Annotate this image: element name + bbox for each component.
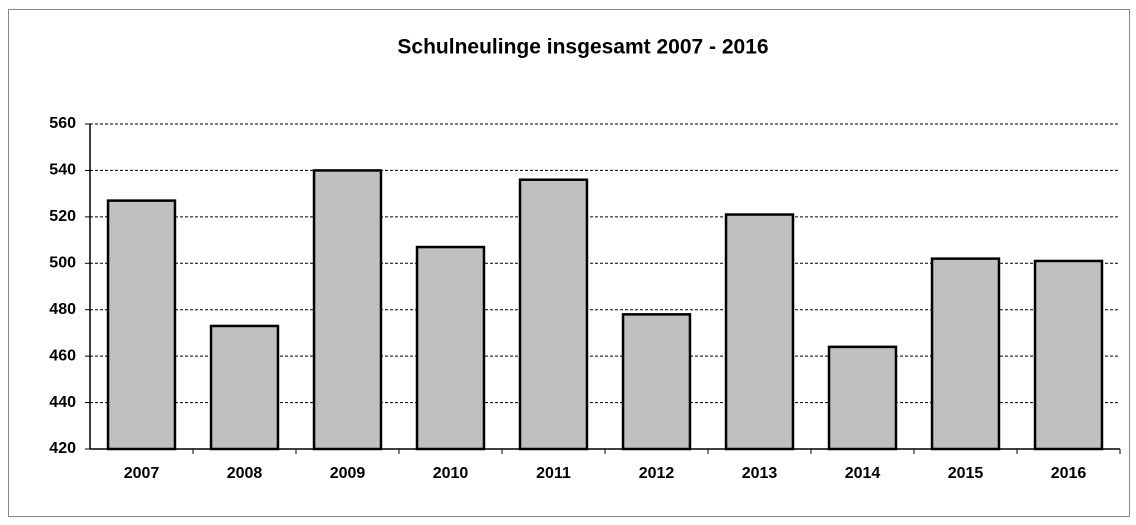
y-tick-label: 540 <box>49 162 76 179</box>
y-tick-label: 500 <box>49 255 76 272</box>
bar <box>415 245 486 451</box>
y-tick-label: 460 <box>49 347 76 364</box>
y-tick-label: 420 <box>49 440 76 457</box>
y-tick-label: 440 <box>49 394 76 411</box>
x-tick-label: 2015 <box>948 465 984 482</box>
bar <box>930 257 1001 451</box>
x-tick-label: 2007 <box>124 465 160 482</box>
bar <box>518 178 589 451</box>
bar <box>621 313 692 451</box>
x-tick-label: 2014 <box>845 465 881 482</box>
x-tick-label: 2012 <box>639 465 675 482</box>
x-tick-label: 2016 <box>1051 465 1087 482</box>
bar <box>209 324 280 451</box>
y-tick-label: 480 <box>49 301 76 318</box>
bar <box>106 199 177 451</box>
x-tick-label: 2010 <box>433 465 469 482</box>
x-tick-label: 2008 <box>227 465 263 482</box>
bar <box>724 213 795 451</box>
bar <box>827 345 898 451</box>
chart-title: Schulneulinge insgesamt 2007 - 2016 <box>397 36 768 59</box>
x-tick-label: 2013 <box>742 465 778 482</box>
bar <box>312 169 383 451</box>
y-tick-label: 560 <box>49 115 76 132</box>
x-tick-label: 2011 <box>536 465 571 482</box>
bar <box>1033 259 1104 451</box>
y-tick-label: 520 <box>49 208 76 225</box>
x-tick-label: 2009 <box>330 465 366 482</box>
